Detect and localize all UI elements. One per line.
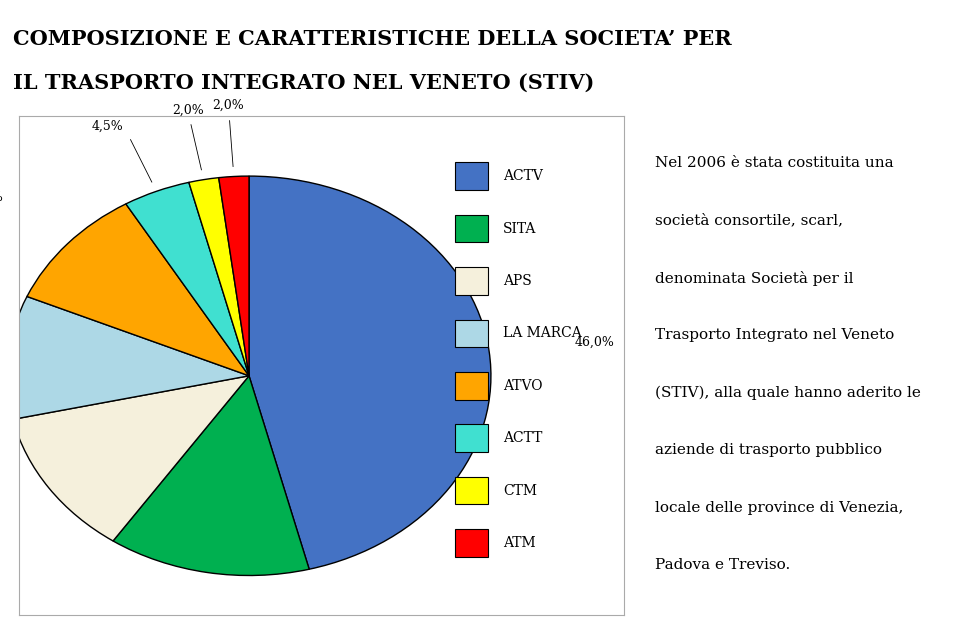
Text: IL TRASPORTO INTEGRATO NEL VENETO (STIV): IL TRASPORTO INTEGRATO NEL VENETO (STIV) <box>13 72 594 92</box>
Text: COMPOSIZIONE E CARATTERISTICHE DELLA SOCIETA’ PER: COMPOSIZIONE E CARATTERISTICHE DELLA SOC… <box>13 29 732 49</box>
Text: aziende di trasporto pubblico: aziende di trasporto pubblico <box>656 443 882 457</box>
Text: (STIV), alla quale hanno aderito le: (STIV), alla quale hanno aderito le <box>656 386 922 400</box>
Text: Nel 2006 è stata costituita una: Nel 2006 è stata costituita una <box>656 156 894 170</box>
Text: ATM: ATM <box>503 536 536 550</box>
Text: 4,5%: 4,5% <box>92 119 124 133</box>
Text: LA MARCA: LA MARCA <box>503 327 582 340</box>
Bar <box>455 372 488 399</box>
Text: 46,0%: 46,0% <box>574 335 614 349</box>
Wedge shape <box>113 376 309 575</box>
Text: denominata Società per il: denominata Società per il <box>656 271 854 286</box>
Wedge shape <box>249 176 491 569</box>
Text: ACTV: ACTV <box>503 169 543 183</box>
Text: APS: APS <box>503 274 532 288</box>
Text: CTM: CTM <box>503 484 537 497</box>
Text: 2,0%: 2,0% <box>172 104 204 116</box>
Bar <box>455 320 488 347</box>
Text: società consortile, scarl,: società consortile, scarl, <box>656 214 844 227</box>
Text: 10,0%: 10,0% <box>0 190 3 203</box>
Bar <box>455 215 488 242</box>
Text: SITA: SITA <box>503 222 537 236</box>
Wedge shape <box>7 296 249 420</box>
Wedge shape <box>126 182 249 376</box>
Text: locale delle province di Venezia,: locale delle province di Venezia, <box>656 501 904 514</box>
Bar <box>455 267 488 295</box>
Text: Padova e Treviso.: Padova e Treviso. <box>656 558 791 572</box>
Text: 2,0%: 2,0% <box>212 99 244 112</box>
Bar <box>455 529 488 557</box>
Text: ATVO: ATVO <box>503 379 542 392</box>
Wedge shape <box>219 176 249 376</box>
Text: Trasporto Integrato nel Veneto: Trasporto Integrato nel Veneto <box>656 328 895 342</box>
Wedge shape <box>12 376 249 541</box>
Wedge shape <box>189 178 249 376</box>
Bar <box>455 425 488 452</box>
Text: ACTT: ACTT <box>503 431 542 445</box>
Bar <box>455 477 488 504</box>
Bar <box>455 163 488 190</box>
Wedge shape <box>27 204 249 376</box>
